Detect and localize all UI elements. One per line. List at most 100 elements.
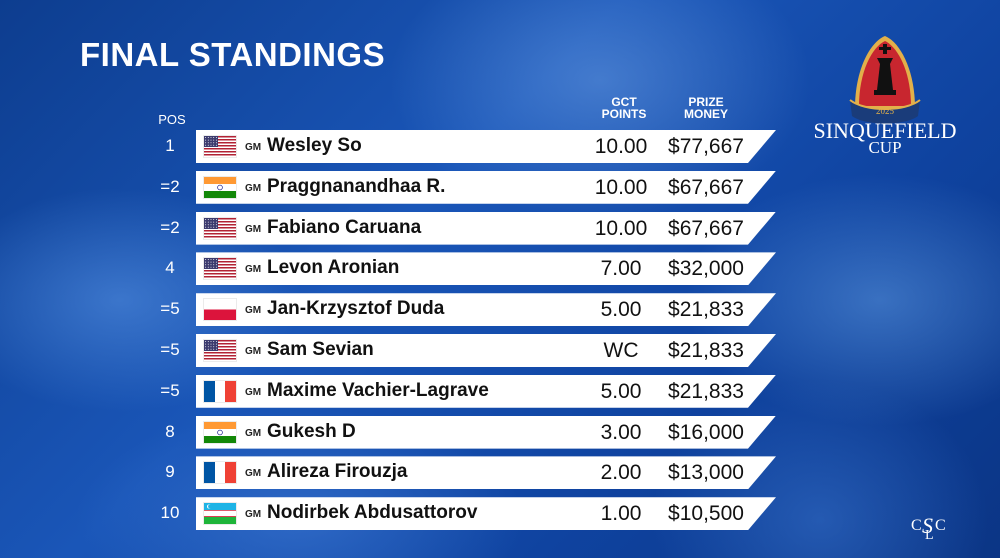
king-piece-icon [874, 44, 896, 95]
player-title: GM [245, 182, 262, 194]
standings-row: 1 GM Wesley So 10.00 $77,667 [0, 130, 800, 163]
prize-money: $67,667 [668, 175, 744, 199]
prize-header-line1: PRIZE [688, 95, 724, 109]
position-label: 1 [165, 136, 175, 155]
player-title: GM [245, 305, 262, 317]
player-bar: GM Gukesh D 3.00 $16,000 [196, 416, 776, 449]
svg-text:S: S [922, 513, 933, 538]
uzbekistan-flag-icon [204, 503, 236, 524]
usa-flag-icon [204, 218, 236, 239]
player-bar: GM Wesley So 10.00 $77,667 [196, 130, 776, 163]
player-title: GM [245, 509, 262, 521]
player-bar: GM Sam Sevian WC $21,833 [196, 334, 776, 367]
logo-year: 2025 [876, 106, 895, 116]
country-flag-icon [204, 503, 236, 524]
standings-row: 10 GM Nodirbek Abdusattorov 1.00 $10,500 [0, 497, 800, 530]
player-name: Sam Sevian [267, 339, 374, 360]
player-title: GM [245, 264, 262, 276]
standings-row: =2 GM Praggnanandhaa R. 10.00 $67,667 [0, 171, 800, 204]
country-flag-icon [204, 299, 236, 320]
country-flag-icon [204, 218, 236, 239]
gct-header-line1: GCT [611, 95, 637, 109]
player-bar: GM Nodirbek Abdusattorov 1.00 $10,500 [196, 497, 776, 530]
india-flag-icon [204, 177, 236, 198]
player-name: Alireza Firouzja [267, 461, 408, 483]
prize-money: $77,667 [668, 135, 744, 158]
usa-flag-icon [204, 258, 236, 279]
player-name: Maxime Vachier-Lagrave [267, 379, 489, 401]
gct-points: 10.00 [594, 135, 648, 158]
poland-flag-icon [204, 299, 236, 320]
logo-wordmark-line2: CUP [868, 138, 902, 157]
player-title: GM [245, 142, 262, 153]
usa-flag-icon [204, 340, 236, 361]
gct-points: 7.00 [600, 257, 642, 281]
india-flag-icon [204, 422, 236, 443]
country-flag-icon [204, 422, 236, 443]
position-label: 4 [165, 258, 175, 278]
country-flag-icon [204, 258, 236, 279]
player-name: Wesley So [267, 135, 362, 156]
player-bar: GM Levon Aronian 7.00 $32,000 [196, 252, 776, 285]
country-flag-icon [204, 340, 236, 361]
standings-row: 4 GM Levon Aronian 7.00 $32,000 [0, 252, 800, 285]
player-bar: GM Jan-Krzysztof Duda 5.00 $21,833 [196, 293, 776, 326]
standings-row: =5 GM Sam Sevian WC $21,833 [0, 334, 800, 367]
player-bar: GM Alireza Firouzja 2.00 $13,000 [196, 456, 776, 489]
prize-money: $32,000 [668, 257, 744, 281]
prize-header-line2: MONEY [683, 107, 728, 121]
player-bar: GM Praggnanandhaa R. 10.00 $67,667 [196, 171, 776, 204]
position-label: 9 [165, 462, 175, 482]
gct-points: 3.00 [600, 420, 642, 444]
player-name: Gukesh D [267, 420, 356, 442]
svg-text:L: L [925, 528, 934, 542]
player-title: GM [245, 346, 262, 357]
usa-flag-icon [204, 136, 236, 157]
country-flag-icon [204, 381, 236, 402]
prize-money-header: PRIZE MONEY [672, 96, 740, 120]
country-flag-icon [204, 177, 236, 198]
page-title: FINAL STANDINGS [80, 36, 386, 73]
gct-points: 5.00 [600, 298, 642, 322]
slc-monogram-icon: C S L C [911, 513, 946, 542]
standings-row: =5 GM Maxime Vachier-Lagrave 5.00 $21,833 [0, 375, 800, 408]
prize-money: $21,833 [668, 298, 744, 322]
gct-points: 2.00 [600, 461, 642, 485]
svg-text:C: C [935, 517, 946, 534]
position-label: 10 [160, 503, 180, 523]
prize-money: $16,000 [668, 420, 744, 444]
prize-money: $10,500 [668, 502, 744, 526]
player-name: Praggnanandhaa R. [267, 175, 446, 197]
player-bar: GM Fabiano Caruana 10.00 $67,667 [196, 212, 776, 245]
gct-points: 10.00 [594, 216, 648, 240]
player-title: GM [245, 223, 262, 235]
prize-money: $67,667 [668, 216, 744, 240]
gct-points: 5.00 [600, 379, 642, 403]
position-label: =2 [160, 176, 180, 196]
gct-points: WC [603, 339, 639, 362]
svg-text:C: C [911, 517, 922, 534]
player-title: GM [245, 427, 262, 439]
player-bar: GM Maxime Vachier-Lagrave 5.00 $21,833 [196, 375, 776, 408]
standings-row: 8 GM Gukesh D 3.00 $16,000 [0, 416, 800, 449]
country-flag-icon [204, 136, 236, 157]
position-label: =5 [160, 299, 180, 319]
prize-money: $21,833 [668, 379, 744, 403]
prize-money: $13,000 [668, 461, 744, 485]
player-name: Fabiano Caruana [267, 216, 422, 238]
sinquefield-cup-logo: 2025 [849, 36, 921, 124]
player-name: Jan-Krzysztof Duda [267, 298, 445, 320]
standings-row: 9 GM Alireza Firouzja 2.00 $13,000 [0, 456, 800, 489]
position-label: =2 [160, 217, 180, 237]
gct-points: 1.00 [600, 502, 642, 526]
france-flag-icon [204, 462, 236, 483]
standings-row: =5 GM Jan-Krzysztof Duda 5.00 $21,833 [0, 293, 800, 326]
country-flag-icon [204, 462, 236, 483]
gct-points-header: GCT POINTS [596, 96, 652, 120]
gct-points: 10.00 [594, 175, 648, 199]
france-flag-icon [204, 381, 236, 402]
logo-wordmark-line1: SINQUEFIELD [813, 118, 957, 143]
position-label: 8 [165, 421, 175, 441]
position-label: =5 [160, 340, 180, 359]
position-label: =5 [160, 380, 180, 400]
